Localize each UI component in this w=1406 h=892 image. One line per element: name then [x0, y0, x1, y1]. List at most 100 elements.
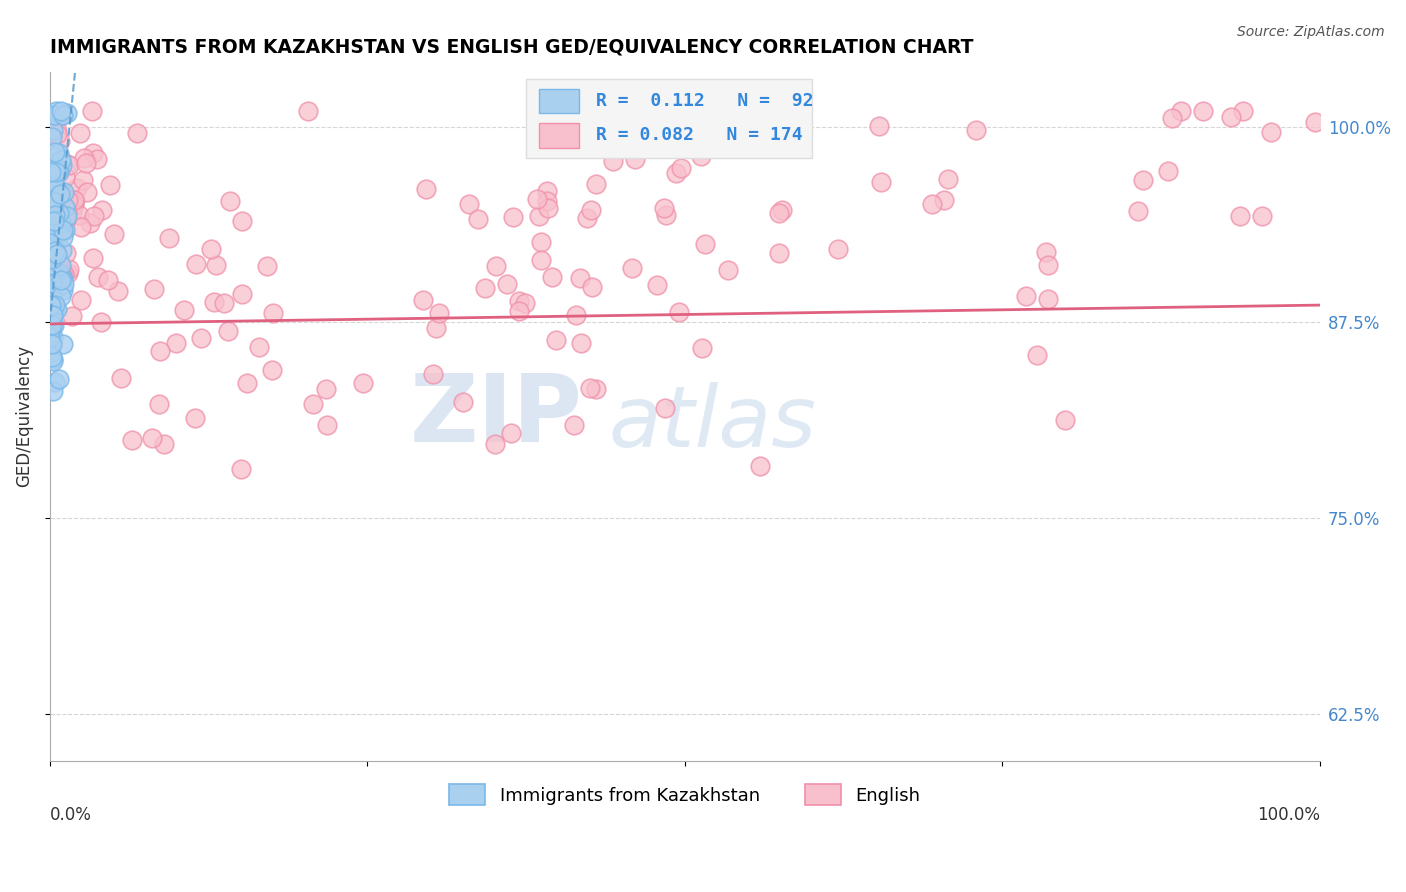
Point — [52, 222, 75, 236]
Point — [41, 336, 63, 351]
Point — [717, 263, 740, 277]
Point — [44, 208, 66, 222]
Point — [585, 382, 607, 396]
Point — [63, 193, 86, 207]
Point — [693, 237, 716, 252]
Point — [53, 188, 76, 202]
Point — [39, 165, 62, 179]
Point — [69, 219, 91, 234]
Point — [39, 201, 62, 215]
Point — [53, 267, 76, 281]
Text: Source: ZipAtlas.com: Source: ZipAtlas.com — [1237, 25, 1385, 39]
Point — [63, 193, 86, 207]
Point — [231, 214, 253, 228]
Point — [1232, 103, 1254, 118]
Point — [125, 126, 148, 140]
Point — [256, 259, 278, 273]
Point — [39, 193, 62, 207]
Point — [41, 195, 63, 210]
Point — [45, 276, 67, 290]
Point — [56, 193, 79, 207]
Point — [1192, 103, 1215, 118]
Point — [53, 277, 76, 291]
Point — [429, 306, 451, 320]
Point — [39, 221, 62, 235]
Point — [41, 290, 63, 304]
Point — [655, 208, 678, 222]
Point — [49, 225, 72, 239]
Point — [965, 122, 987, 136]
Point — [1170, 103, 1192, 118]
Point — [623, 153, 645, 167]
Point — [668, 305, 690, 319]
Point — [218, 194, 240, 209]
Point — [60, 204, 83, 219]
Point — [56, 209, 79, 223]
Point — [576, 211, 599, 226]
Point — [42, 178, 65, 193]
Point — [184, 257, 207, 271]
Point — [51, 214, 73, 228]
Point — [41, 259, 63, 273]
Point — [44, 189, 66, 203]
Point — [39, 126, 62, 140]
Point — [41, 299, 63, 313]
Point — [415, 182, 437, 196]
Point — [1260, 125, 1282, 139]
Point — [467, 211, 489, 226]
Point — [58, 158, 80, 172]
Point — [184, 410, 207, 425]
Point — [73, 152, 96, 166]
Point — [110, 371, 132, 385]
Point — [46, 250, 69, 264]
Point — [513, 296, 536, 310]
Point — [1025, 348, 1047, 362]
Point — [202, 295, 225, 310]
Point — [67, 208, 90, 222]
Point — [457, 197, 479, 211]
Point — [82, 146, 104, 161]
Point — [49, 153, 72, 168]
FancyBboxPatch shape — [526, 78, 811, 158]
Point — [55, 157, 77, 171]
Point — [56, 105, 79, 120]
Point — [72, 173, 94, 187]
Point — [302, 397, 325, 411]
Point — [49, 161, 72, 176]
Point — [260, 363, 283, 377]
Point — [141, 431, 163, 445]
Point — [90, 203, 112, 218]
Point — [107, 285, 129, 299]
Point — [530, 252, 553, 267]
Point — [39, 235, 62, 250]
Point — [526, 192, 548, 206]
Point — [51, 243, 73, 257]
Point — [262, 306, 284, 320]
Point — [44, 210, 66, 224]
Point — [41, 264, 63, 278]
Point — [39, 287, 62, 301]
Point — [44, 194, 66, 209]
Point — [768, 206, 790, 220]
Point — [142, 282, 165, 296]
Point — [51, 273, 73, 287]
Point — [48, 372, 70, 386]
Point — [55, 246, 77, 260]
Point — [231, 462, 253, 476]
Text: ZIP: ZIP — [411, 370, 583, 462]
Point — [1014, 289, 1036, 303]
Point — [42, 122, 65, 136]
Point — [86, 152, 108, 166]
Point — [42, 301, 65, 315]
Point — [42, 200, 65, 214]
Point — [46, 163, 69, 178]
Point — [536, 103, 558, 118]
Point — [41, 306, 63, 320]
Point — [508, 303, 530, 318]
Point — [53, 169, 76, 184]
Point — [231, 286, 253, 301]
Point — [42, 108, 65, 122]
Point — [315, 382, 337, 396]
Point — [39, 155, 62, 169]
Point — [652, 202, 675, 216]
